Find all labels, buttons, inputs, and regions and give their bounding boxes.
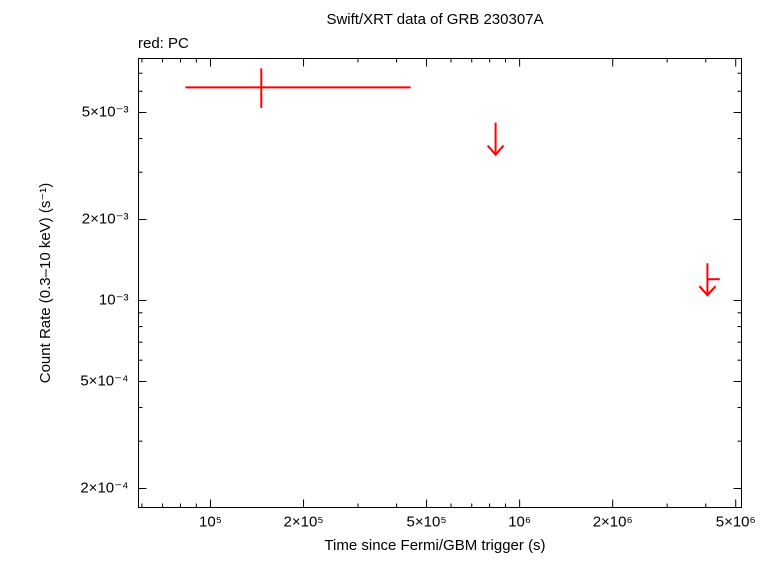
legend-label: red: PC [138, 35, 189, 52]
y-axis-label: Count Rate (0.3–10 keV) (s⁻¹) [37, 183, 54, 384]
x-tick-label: 10⁶ [508, 513, 531, 530]
x-tick-label: 5×10⁵ [407, 513, 447, 530]
y-tick-label: 5×10⁻³ [82, 103, 129, 120]
y-tick-label: 10⁻³ [99, 291, 129, 308]
y-tick-label: 5×10⁻⁴ [80, 372, 128, 389]
upper-limit-arrow [486, 122, 505, 157]
upper-limit-arrow [698, 263, 717, 297]
y-tick-label: 2×10⁻⁴ [80, 479, 128, 496]
y-tick-label: 2×10⁻³ [82, 211, 129, 228]
x-axis-label: Time since Fermi/GBM trigger (s) [324, 537, 545, 554]
x-tick-label: 5×10⁶ [716, 513, 756, 530]
plot-frame [138, 58, 742, 508]
x-tick-label: 2×10⁵ [284, 513, 324, 530]
x-tick-label: 10⁵ [199, 513, 222, 530]
chart-title: Swift/XRT data of GRB 230307A [326, 11, 543, 28]
x-tick-label: 2×10⁶ [593, 513, 633, 530]
